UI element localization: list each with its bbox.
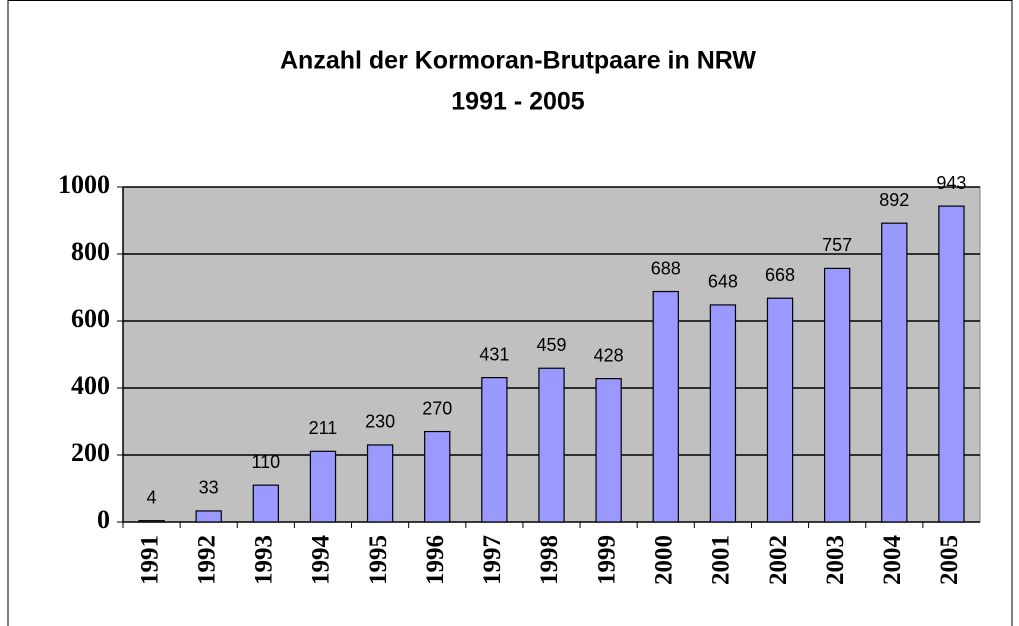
- x-tick-label: 1991: [136, 535, 163, 585]
- bar: [366, 444, 394, 523]
- y-tick-label: 800: [71, 237, 110, 266]
- x-tick-label: 1997: [479, 535, 506, 585]
- data-label: 668: [765, 265, 795, 285]
- data-label: 4: [147, 487, 157, 507]
- bar: [309, 450, 337, 523]
- bar: [595, 378, 622, 523]
- data-label: 33: [199, 478, 219, 498]
- y-tick-label: 400: [71, 371, 110, 400]
- x-tick-label: 1999: [593, 535, 620, 585]
- data-label: 648: [708, 272, 738, 292]
- bar: [766, 297, 794, 523]
- x-tick-label: 1998: [536, 535, 563, 585]
- x-tick-label: 1996: [422, 535, 449, 585]
- y-tick-label: 200: [71, 438, 110, 467]
- y-tick-label: 1000: [58, 170, 110, 199]
- x-tick-label: 1994: [308, 535, 335, 586]
- data-label: 943: [936, 173, 966, 193]
- x-tick-label: 2000: [651, 535, 678, 585]
- data-label: 428: [594, 345, 624, 365]
- x-tick-label: 2004: [879, 535, 906, 586]
- y-tick-label: 0: [97, 505, 110, 534]
- data-label: 459: [536, 335, 566, 355]
- chart-title: Anzahl der Kormoran-Brutpaare in NRW: [280, 47, 756, 75]
- data-label: 110: [251, 452, 280, 472]
- bar: [709, 304, 737, 523]
- bar: [481, 377, 508, 523]
- x-tick-label: 2005: [936, 535, 963, 585]
- x-tick-label: 1992: [193, 535, 220, 585]
- data-label: 230: [365, 412, 395, 432]
- bar: [195, 510, 222, 523]
- bar: [538, 367, 565, 523]
- data-label: 431: [479, 344, 509, 364]
- data-label: 892: [879, 190, 909, 210]
- x-tick-label: 2001: [708, 535, 735, 585]
- bar: [938, 205, 965, 523]
- x-tick-label: 1993: [251, 535, 278, 585]
- x-tick-label: 2002: [765, 535, 792, 585]
- bar: [652, 290, 679, 523]
- bar: [138, 520, 165, 523]
- y-tick-label: 600: [71, 304, 110, 333]
- data-label: 757: [822, 235, 852, 255]
- bar: [424, 430, 451, 523]
- bar: [252, 484, 280, 523]
- x-tick-label: 1995: [365, 535, 392, 585]
- bar: [823, 267, 851, 523]
- chart-subtitle: 1991 - 2005: [451, 88, 585, 116]
- data-label: 211: [309, 418, 338, 438]
- x-tick-label: 2003: [822, 535, 849, 585]
- data-label: 270: [422, 398, 452, 418]
- bar: [881, 222, 908, 523]
- data-label: 688: [651, 258, 681, 278]
